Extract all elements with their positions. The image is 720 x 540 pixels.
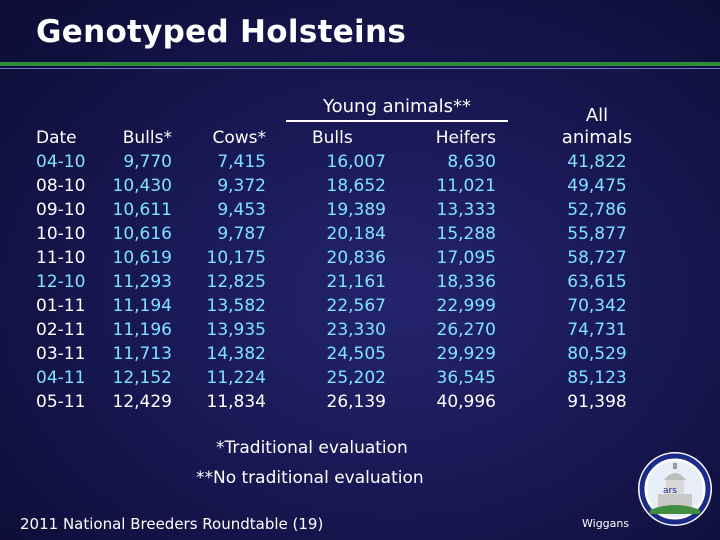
date-cell: 10-10 [36, 224, 86, 244]
cows-trad-cell: 11,224 [206, 368, 266, 388]
all-animals-cell: 80,529 [567, 344, 627, 364]
all-animals-header-line2: animals [561, 127, 633, 148]
cows-trad-cell: 7,415 [217, 152, 266, 172]
young-heifers-cells: 8,630 11,021 13,333 15,288 17,095 18,336 22,99… [400, 150, 496, 414]
footer-author: Wiggans [582, 517, 630, 530]
bulls-trad-cell: 9,770 [123, 152, 172, 172]
bulls-trad-header: Bulls* [122, 128, 172, 148]
all-animals-cell: 70,342 [567, 296, 627, 316]
young-bulls-cell: 16,007 [326, 152, 386, 172]
all-animals-cell: 58,727 [567, 248, 627, 268]
date-cell: 04-10 [36, 152, 86, 172]
usda-aipl-seal-icon: ars [638, 452, 712, 526]
date-header: Date [36, 128, 77, 148]
bulls-trad-cell: 11,196 [112, 320, 172, 340]
bulls-trad-cell: 10,611 [112, 200, 172, 220]
cows-trad-header: Cows* [212, 128, 266, 148]
cows-trad-cell: 12,825 [206, 272, 266, 292]
young-heifers-cell: 29,929 [436, 344, 496, 364]
bulls-trad-cell: 10,616 [112, 224, 172, 244]
all-animals-cell: 91,398 [567, 392, 627, 412]
date-cell: 02-11 [36, 320, 86, 340]
young-bulls-cell: 26,139 [326, 392, 386, 412]
bulls-trad-cell: 11,293 [112, 272, 172, 292]
date-cell: 05-11 [36, 392, 86, 412]
date-cell: 03-11 [36, 344, 86, 364]
young-heifers-header: Heifers [435, 128, 496, 148]
young-heifers-cell: 22,999 [436, 296, 496, 316]
date-cell: 11-10 [36, 248, 86, 268]
young-bulls-cell: 21,161 [326, 272, 386, 292]
all-animals-cell: 55,877 [567, 224, 627, 244]
young-heifers-cell: 17,095 [436, 248, 496, 268]
cows-trad-cells: 7,415 9,372 9,453 9,787 10,175 12,825 13,582 13… [190, 150, 266, 414]
all-animals-cell: 63,615 [567, 272, 627, 292]
bulls-trad-cell: 11,194 [112, 296, 172, 316]
date-cell: 12-10 [36, 272, 86, 292]
seal-text: ars [663, 486, 677, 496]
young-heifers-cell: 13,333 [436, 200, 496, 220]
young-bulls-cell: 22,567 [326, 296, 386, 316]
cows-trad-cell: 9,453 [217, 200, 266, 220]
young-heifers-cell: 15,288 [436, 224, 496, 244]
cows-trad-cell: 14,382 [206, 344, 266, 364]
bulls-trad-cell: 12,152 [112, 368, 172, 388]
young-heifers-cell: 26,270 [436, 320, 496, 340]
bulls-trad-cell: 12,429 [112, 392, 172, 412]
young-heifers-cell: 40,996 [436, 392, 496, 412]
all-animals-cell: 41,822 [567, 152, 627, 172]
bulls-trad-cell: 10,619 [112, 248, 172, 268]
young-bulls-cell: 20,184 [326, 224, 386, 244]
date-cell: 01-11 [36, 296, 86, 316]
bulls-trad-cell: 10,430 [112, 176, 172, 196]
all-animals-cell: 52,786 [567, 200, 627, 220]
bulls-trad-cells: 9,770 10,430 10,611 10,616 10,619 11,293 11,19… [100, 150, 172, 414]
all-animals-cells: 41,822 49,475 52,786 55,877 58,727 63,615 70,3… [537, 150, 657, 414]
young-bulls-cells: 16,007 18,652 19,389 20,184 20,836 21,161 22,5… [296, 150, 386, 414]
title-rule-thin [0, 68, 720, 69]
cows-trad-cell: 9,787 [217, 224, 266, 244]
date-column: Date 04-10 08-10 09-10 10-10 11-10 12-10 01-11… [36, 126, 96, 414]
date-cell: 08-10 [36, 176, 86, 196]
note-traditional: *Traditional evaluation [216, 438, 408, 458]
cows-trad-column: Cows* 7,415 9,372 9,453 9,787 10,175 12,825 13… [190, 126, 266, 414]
all-animals-cell: 74,731 [567, 320, 627, 340]
young-bulls-cell: 18,652 [326, 176, 386, 196]
young-heifers-cell: 8,630 [447, 152, 496, 172]
cows-trad-cell: 10,175 [206, 248, 266, 268]
young-bulls-header: Bulls [312, 128, 353, 148]
all-animals-column: 41,822 49,475 52,786 55,877 58,727 63,615 70,3… [537, 150, 657, 414]
young-heifers-cell: 11,021 [436, 176, 496, 196]
date-cell: 04-11 [36, 368, 86, 388]
young-animals-underline [286, 120, 508, 122]
young-heifers-cell: 18,336 [436, 272, 496, 292]
all-animals-cell: 85,123 [567, 368, 627, 388]
young-bulls-cell: 25,202 [326, 368, 386, 388]
young-bulls-column: Bulls 16,007 18,652 19,389 20,184 20,836 21,1… [296, 126, 386, 414]
cows-trad-cell: 13,582 [206, 296, 266, 316]
page-title: Genotyped Holsteins [36, 14, 407, 50]
bulls-trad-cell: 11,713 [112, 344, 172, 364]
title-rule-green [0, 62, 720, 66]
young-heifers-column: Heifers 8,630 11,021 13,333 15,288 17,095 18,… [400, 126, 496, 414]
date-cells: 04-10 08-10 09-10 10-10 11-10 12-10 01-11 02-11… [36, 150, 96, 414]
young-heifers-cell: 36,545 [436, 368, 496, 388]
note-no-traditional: **No traditional evaluation [196, 468, 424, 488]
young-bulls-cell: 19,389 [326, 200, 386, 220]
cows-trad-cell: 9,372 [217, 176, 266, 196]
all-animals-header-line1: All [585, 105, 609, 126]
young-bulls-cell: 24,505 [326, 344, 386, 364]
cows-trad-cell: 13,935 [206, 320, 266, 340]
all-animals-header: All animals [537, 105, 657, 149]
footer-roundtable: 2011 National Breeders Roundtable (19) [20, 515, 324, 533]
bulls-trad-column: Bulls* 9,770 10,430 10,611 10,616 10,619 11,2… [100, 126, 172, 414]
all-animals-cell: 49,475 [567, 176, 627, 196]
young-bulls-cell: 20,836 [326, 248, 386, 268]
date-cell: 09-10 [36, 200, 86, 220]
young-bulls-cell: 23,330 [326, 320, 386, 340]
young-animals-group-label: Young animals** [323, 96, 471, 117]
cows-trad-cell: 11,834 [206, 392, 266, 412]
